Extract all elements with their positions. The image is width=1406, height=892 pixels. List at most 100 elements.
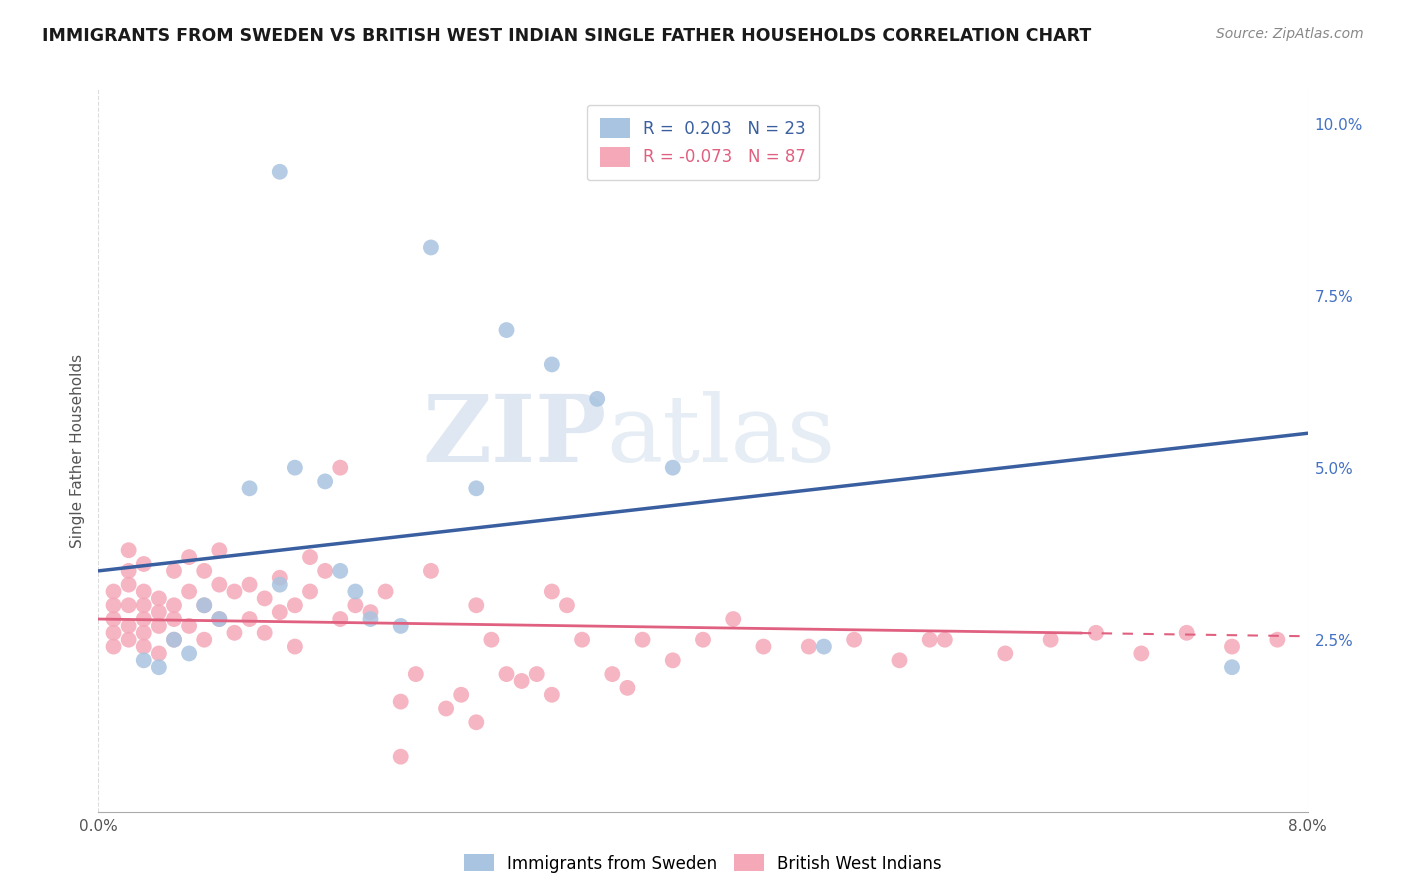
Point <box>314 564 336 578</box>
Y-axis label: Single Father Households: Single Father Households <box>69 353 84 548</box>
Point <box>481 632 503 647</box>
Point <box>179 584 201 599</box>
Point <box>360 605 382 619</box>
Point <box>344 584 367 599</box>
Point <box>284 460 307 475</box>
Point <box>193 599 215 613</box>
Point <box>224 625 246 640</box>
Point <box>889 653 911 667</box>
Point <box>148 660 170 674</box>
Point <box>118 619 141 633</box>
Point <box>692 632 714 647</box>
Point <box>103 584 125 599</box>
Point <box>540 688 562 702</box>
Point <box>148 605 170 619</box>
Text: Source: ZipAtlas.com: Source: ZipAtlas.com <box>1216 27 1364 41</box>
Point <box>269 605 291 619</box>
Point <box>420 564 443 578</box>
Point <box>374 584 396 599</box>
Point <box>420 240 443 254</box>
Point <box>224 584 246 599</box>
Point <box>239 481 262 495</box>
Point <box>844 632 866 647</box>
Point <box>193 564 215 578</box>
Point <box>118 632 141 647</box>
Point <box>269 165 291 179</box>
Text: ZIP: ZIP <box>422 391 606 481</box>
Point <box>752 640 775 654</box>
Point <box>193 632 215 647</box>
Point <box>344 599 367 613</box>
Point <box>163 612 186 626</box>
Point <box>179 619 201 633</box>
Point <box>208 577 231 591</box>
Point <box>723 612 745 626</box>
Point <box>389 749 412 764</box>
Point <box>1267 632 1289 647</box>
Point <box>269 577 291 591</box>
Point <box>631 632 654 647</box>
Point <box>299 550 322 565</box>
Point <box>269 571 291 585</box>
Point <box>163 632 186 647</box>
Point <box>389 619 412 633</box>
Point <box>661 653 683 667</box>
Point <box>132 653 155 667</box>
Point <box>103 612 125 626</box>
Point <box>132 599 155 613</box>
Point <box>239 612 262 626</box>
Point <box>314 475 336 489</box>
Point <box>284 599 307 613</box>
Point <box>934 632 956 647</box>
Point <box>540 358 562 372</box>
Point <box>450 688 472 702</box>
Point <box>148 591 170 606</box>
Point <box>132 557 155 571</box>
Point <box>1085 625 1108 640</box>
Point <box>118 543 141 558</box>
Point <box>540 584 562 599</box>
Point <box>994 647 1017 661</box>
Point <box>179 647 201 661</box>
Point <box>163 599 186 613</box>
Point <box>193 599 215 613</box>
Text: atlas: atlas <box>606 391 835 481</box>
Point <box>118 564 141 578</box>
Point <box>1175 625 1198 640</box>
Point <box>465 481 488 495</box>
Point <box>284 640 307 654</box>
Legend: R =  0.203   N = 23, R = -0.073   N = 87: R = 0.203 N = 23, R = -0.073 N = 87 <box>586 104 820 180</box>
Point <box>360 612 382 626</box>
Point <box>555 599 578 613</box>
Point <box>132 612 155 626</box>
Text: IMMIGRANTS FROM SWEDEN VS BRITISH WEST INDIAN SINGLE FATHER HOUSEHOLDS CORRELATI: IMMIGRANTS FROM SWEDEN VS BRITISH WEST I… <box>42 27 1091 45</box>
Point <box>1039 632 1062 647</box>
Point <box>661 460 683 475</box>
Point <box>526 667 548 681</box>
Point <box>118 599 141 613</box>
Point <box>163 564 186 578</box>
Point <box>208 612 231 626</box>
Point <box>253 591 276 606</box>
Point <box>253 625 276 640</box>
Point <box>405 667 427 681</box>
Point <box>918 632 941 647</box>
Point <box>148 619 170 633</box>
Point <box>132 625 155 640</box>
Point <box>434 701 457 715</box>
Point <box>1220 640 1243 654</box>
Point <box>510 673 533 688</box>
Point <box>813 640 835 654</box>
Point <box>586 392 609 406</box>
Legend: Immigrants from Sweden, British West Indians: Immigrants from Sweden, British West Ind… <box>457 847 949 880</box>
Point <box>148 647 170 661</box>
Point <box>389 695 412 709</box>
Point <box>132 584 155 599</box>
Point <box>103 640 125 654</box>
Point <box>208 543 231 558</box>
Point <box>103 599 125 613</box>
Point <box>329 564 352 578</box>
Point <box>239 577 262 591</box>
Point <box>465 715 488 730</box>
Point <box>602 667 624 681</box>
